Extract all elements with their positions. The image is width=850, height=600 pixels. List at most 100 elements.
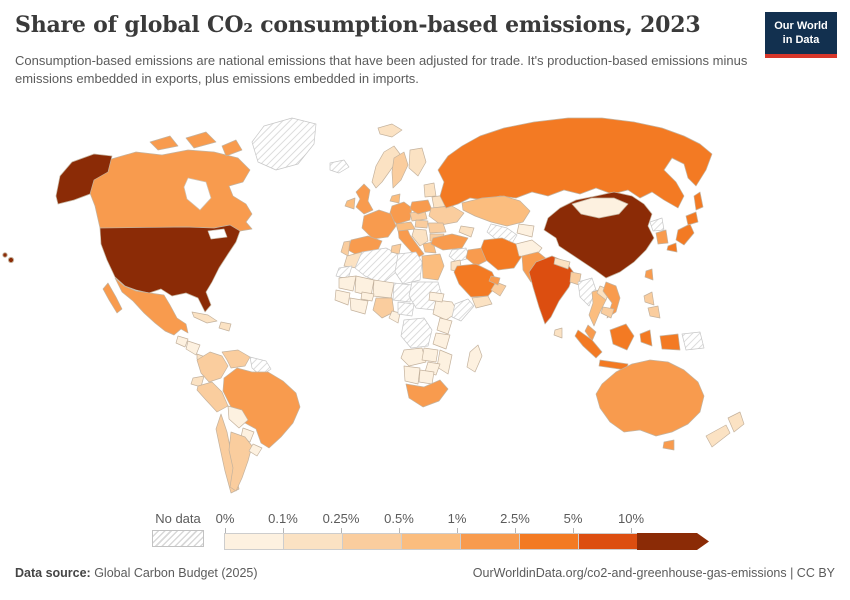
country-greenland[interactable] — [251, 117, 317, 171]
country-kyrgyzstan-tajikistan[interactable] — [516, 223, 535, 238]
country-philippines-south[interactable] — [647, 305, 661, 319]
country-central-african-republic[interactable] — [397, 301, 415, 317]
country-hawaii[interactable] — [2, 252, 8, 258]
country-japan-kyushu[interactable] — [666, 242, 678, 253]
country-indonesia-sulawesi[interactable] — [639, 329, 653, 347]
legend-bin-swatch[interactable] — [342, 533, 402, 550]
country-poland[interactable] — [409, 199, 433, 215]
country-indonesia-borneo[interactable] — [609, 323, 635, 351]
credit-link[interactable]: OurWorldinData.org/co2-and-greenhouse-ga… — [472, 566, 835, 580]
country-south-africa[interactable] — [405, 379, 449, 408]
country-alaska[interactable] — [55, 153, 113, 205]
country-somalia[interactable] — [451, 298, 475, 322]
country-caucasus[interactable] — [458, 225, 475, 238]
country-hispaniola[interactable] — [218, 321, 232, 332]
country-namibia[interactable] — [403, 365, 421, 385]
country-romania[interactable] — [427, 222, 447, 234]
country-senegal-guinea[interactable] — [334, 289, 351, 306]
country-united-states[interactable] — [99, 224, 241, 313]
country-cambodia[interactable] — [600, 306, 615, 319]
country-kenya[interactable] — [436, 317, 453, 335]
country-tanzania[interactable] — [432, 332, 451, 350]
country-australia[interactable] — [595, 359, 705, 437]
country-argentina[interactable] — [228, 431, 253, 492]
country-chad[interactable] — [392, 282, 413, 303]
country-south-korea[interactable] — [655, 229, 669, 245]
country-denmark[interactable] — [389, 193, 401, 204]
country-libya[interactable] — [394, 251, 423, 285]
country-new-zealand-south[interactable] — [705, 424, 731, 448]
country-peru[interactable] — [196, 381, 229, 413]
owid-logo[interactable]: Our World in Data — [765, 12, 837, 58]
country-united-kingdom[interactable] — [355, 183, 374, 215]
country-egypt[interactable] — [421, 253, 445, 281]
country-indonesia-papua[interactable] — [659, 333, 681, 351]
country-guatemala[interactable] — [175, 335, 189, 348]
country-canada-island[interactable] — [221, 139, 243, 157]
country-canada[interactable] — [87, 149, 253, 232]
country-canada-island[interactable] — [185, 131, 217, 149]
country-sweden[interactable] — [391, 151, 409, 189]
country-honduras-nicaragua[interactable] — [185, 340, 201, 356]
country-sri-lanka[interactable] — [553, 327, 563, 339]
country-cuba[interactable] — [191, 311, 218, 324]
country-uruguay[interactable] — [248, 443, 263, 457]
country-hungary[interactable] — [414, 219, 429, 229]
country-tunisia[interactable] — [390, 243, 402, 255]
country-baja[interactable] — [102, 282, 123, 314]
no-data-swatch[interactable] — [152, 530, 204, 547]
country-mauritania[interactable] — [338, 275, 357, 292]
country-philippines[interactable] — [643, 291, 655, 306]
country-svalbard[interactable] — [377, 123, 403, 138]
country-china[interactable] — [543, 191, 655, 279]
country-iran[interactable] — [480, 237, 523, 271]
country-iceland[interactable] — [329, 159, 350, 174]
country-russia[interactable] — [437, 117, 713, 209]
country-indonesia-sumatra[interactable] — [574, 329, 603, 359]
country-niger[interactable] — [372, 279, 395, 299]
country-hawaii[interactable] — [7, 256, 15, 264]
country-turkey[interactable] — [430, 233, 469, 251]
country-mexico[interactable] — [114, 277, 189, 336]
country-portugal[interactable] — [340, 240, 351, 257]
legend-bin-swatch[interactable] — [283, 533, 343, 550]
country-switzerland-austria[interactable] — [395, 221, 416, 232]
country-uae-qatar[interactable] — [488, 275, 501, 286]
legend-bin-swatch[interactable] — [519, 533, 579, 550]
legend-bin-swatch[interactable] — [401, 533, 461, 550]
legend-bin-swatch[interactable] — [637, 533, 709, 550]
country-madagascar[interactable] — [466, 344, 483, 373]
country-canada-island[interactable] — [149, 135, 179, 151]
country-taiwan[interactable] — [644, 268, 654, 281]
country-eritrea-djibouti[interactable] — [428, 291, 445, 303]
country-zambia[interactable] — [421, 347, 439, 363]
country-mongolia[interactable] — [571, 197, 629, 219]
country-bolivia[interactable] — [227, 405, 249, 429]
legend-bin-swatch[interactable] — [460, 533, 520, 550]
country-kazakhstan[interactable] — [461, 195, 531, 227]
country-nigeria[interactable] — [372, 297, 395, 319]
country-papua-new-guinea[interactable] — [681, 331, 705, 351]
country-france[interactable] — [361, 209, 397, 240]
country-north-korea[interactable] — [649, 217, 665, 232]
country-new-zealand-north[interactable] — [727, 411, 745, 433]
legend-bin-swatch[interactable] — [224, 533, 284, 550]
country-syria[interactable] — [448, 247, 471, 263]
country-botswana[interactable] — [418, 369, 435, 385]
country-burkina-faso[interactable] — [360, 291, 375, 302]
country-ukraine[interactable] — [428, 205, 465, 226]
country-dr-congo[interactable] — [400, 317, 433, 349]
country-japan[interactable] — [675, 223, 695, 246]
country-baltics[interactable] — [423, 182, 437, 198]
country-angola[interactable] — [400, 347, 427, 367]
country-japan-hokkaido[interactable] — [685, 211, 699, 226]
country-algeria[interactable] — [354, 247, 399, 285]
country-oman[interactable] — [490, 281, 507, 297]
country-finland[interactable] — [408, 147, 427, 177]
country-venezuela[interactable] — [221, 349, 251, 369]
country-colombia[interactable] — [196, 351, 229, 383]
legend-bin-swatch[interactable] — [578, 533, 638, 550]
country-cameroon[interactable] — [388, 310, 401, 324]
country-tasmania[interactable] — [662, 439, 675, 451]
country-mozambique[interactable] — [436, 349, 453, 375]
